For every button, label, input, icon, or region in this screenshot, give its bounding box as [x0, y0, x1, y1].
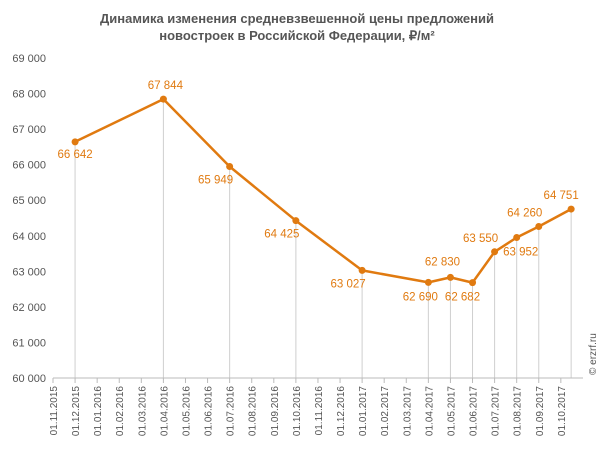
x-tick-label: 01.03.2017 — [402, 386, 413, 436]
x-tick-label: 01.08.2017 — [513, 386, 524, 436]
chart-title-line-1: Динамика изменения средневзвешенной цены… — [100, 11, 494, 26]
data-label: 67 844 — [148, 80, 184, 92]
x-tick-label: 01.08.2016 — [248, 386, 259, 436]
data-point — [567, 205, 575, 213]
data-label: 63 952 — [503, 246, 538, 258]
drop-lines — [74, 99, 572, 378]
data-label: 65 949 — [198, 174, 233, 186]
chart-title-line-2: новостроек в Российской Федерации, ₽/м² — [159, 28, 435, 43]
y-tick-label: 60 000 — [12, 373, 46, 385]
data-labels: 66 642 67 844 65 949 64 425 63 027 62 690 62 8… — [57, 80, 578, 304]
data-label: 63 550 — [463, 233, 498, 245]
data-point — [292, 217, 300, 225]
x-tick-label: 01.01.2016 — [93, 386, 104, 436]
data-label: 66 642 — [57, 149, 92, 161]
x-tick-label: 01.12.2016 — [336, 386, 347, 436]
x-tick-label: 01.02.2016 — [115, 386, 126, 436]
data-point — [358, 266, 366, 274]
data-point — [71, 138, 79, 146]
x-tick-label: 01.05.2016 — [181, 386, 192, 436]
y-tick-label: 66 000 — [12, 160, 46, 172]
data-label: 62 830 — [425, 256, 460, 268]
data-point — [513, 233, 521, 241]
series-line — [71, 95, 575, 287]
data-label: 64 425 — [264, 229, 299, 241]
x-tick-label: 01.12.2015 — [71, 386, 82, 436]
y-tick-label: 61 000 — [12, 337, 46, 349]
x-tick-label: 01.01.2017 — [358, 386, 369, 436]
data-point — [535, 223, 543, 231]
x-tick-label: 01.10.2016 — [292, 386, 303, 436]
data-label: 63 027 — [331, 278, 366, 290]
y-tick-label: 62 000 — [12, 302, 46, 314]
series-path — [74, 97, 572, 284]
y-tick-label: 69 000 — [12, 53, 46, 65]
x-tick-label: 01.10.2017 — [557, 386, 568, 436]
x-tick-label: 01.11.2015 — [49, 386, 60, 436]
y-tick-label: 64 000 — [12, 231, 46, 243]
x-tick-label: 01.07.2016 — [226, 386, 237, 436]
x-tick-label: 01.06.2017 — [469, 386, 480, 436]
x-tick-label: 01.04.2016 — [159, 386, 170, 436]
x-tick-label: 01.09.2017 — [535, 386, 546, 436]
data-point — [424, 278, 432, 286]
x-tick-label: 01.04.2017 — [424, 386, 435, 436]
x-tick-label: 01.06.2016 — [204, 386, 215, 436]
data-label: 62 690 — [403, 291, 438, 303]
y-tick-label: 67 000 — [12, 124, 46, 136]
x-axis: 01.11.2015 01.12.2015 01.01.2016 01.02.2016… — [49, 378, 568, 436]
x-tick-label: 01.09.2016 — [270, 386, 281, 436]
data-label: 64 751 — [544, 190, 579, 202]
x-tick-label: 01.07.2017 — [491, 386, 502, 436]
y-tick-label: 68 000 — [12, 89, 46, 101]
watermark: © erzrf.ru — [588, 333, 599, 375]
chart-title: Динамика изменения средневзвешенной цены… — [100, 11, 494, 43]
y-tick-label: 65 000 — [12, 195, 46, 207]
data-point — [469, 279, 477, 287]
data-point — [159, 95, 167, 103]
x-tick-label: 01.02.2017 — [380, 386, 391, 436]
x-tick-label: 01.05.2017 — [446, 386, 457, 436]
data-point — [491, 248, 499, 256]
data-point — [446, 273, 454, 281]
y-tick-label: 63 000 — [12, 266, 46, 278]
data-label: 64 260 — [507, 208, 542, 220]
x-tick-label: 01.11.2016 — [314, 386, 325, 436]
data-label: 62 682 — [445, 292, 480, 304]
x-tick-label: 01.03.2016 — [137, 386, 148, 436]
data-point — [226, 162, 234, 170]
